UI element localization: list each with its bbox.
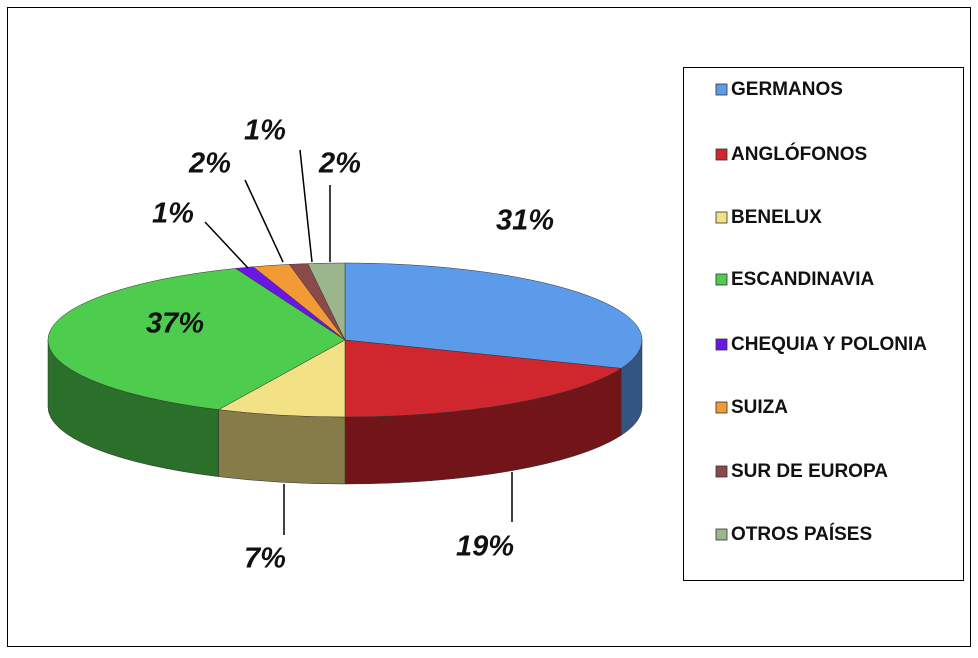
legend-swatch — [715, 338, 728, 351]
slice-side — [218, 409, 346, 485]
data-label: 2% — [318, 148, 361, 180]
legend-swatch — [715, 211, 728, 224]
legend-label: ANGLÓFONOS — [731, 143, 867, 165]
data-label: 31% — [496, 205, 554, 237]
legend-label: SUIZA — [731, 397, 788, 418]
legend-swatch — [715, 273, 728, 286]
legend-label: ESCANDINAVIA — [731, 269, 874, 290]
legend-label: OTROS PAÍSES — [731, 523, 872, 545]
legend-swatch — [715, 528, 728, 541]
legend-swatch — [715, 401, 728, 414]
data-label: 37% — [146, 308, 204, 340]
leader-line — [299, 149, 313, 263]
legend-swatch — [715, 465, 728, 478]
leader-line — [204, 221, 249, 269]
slice — [217, 339, 346, 418]
legend-swatch — [715, 148, 728, 161]
data-label: 7% — [244, 543, 286, 575]
data-label: 2% — [188, 148, 231, 180]
leader-line — [244, 179, 284, 263]
data-label: 19% — [456, 531, 514, 563]
legend-label: CHEQUIA Y POLONIA — [731, 334, 927, 355]
data-label: 1% — [244, 115, 286, 147]
legend-swatch — [715, 83, 728, 96]
slice — [307, 262, 346, 341]
legend-label: SUR DE EUROPA — [731, 461, 888, 482]
legend-label: BENELUX — [731, 207, 822, 228]
slice — [47, 268, 346, 410]
legend-label: GERMANOS — [731, 79, 843, 100]
data-label: 1% — [152, 198, 194, 230]
legend-box — [683, 67, 964, 581]
slice — [344, 262, 643, 369]
slice — [344, 339, 622, 418]
